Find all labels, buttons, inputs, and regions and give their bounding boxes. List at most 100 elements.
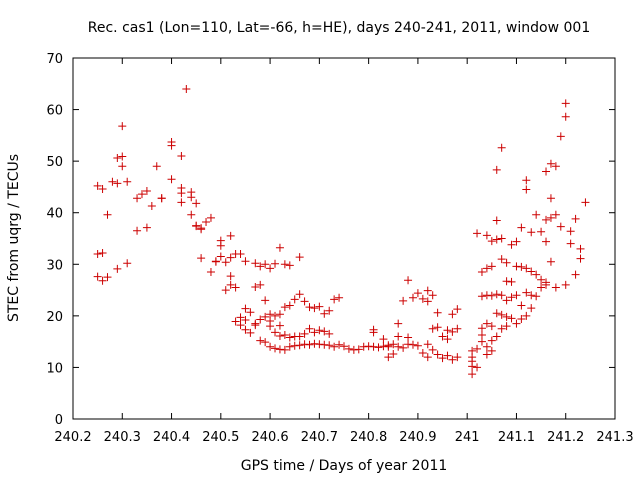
- data-point: [251, 282, 260, 291]
- data-point: [93, 249, 102, 258]
- data-point: [216, 252, 225, 261]
- data-point: [413, 341, 422, 350]
- data-point: [226, 272, 235, 281]
- data-point: [236, 249, 245, 258]
- data-point: [487, 262, 496, 271]
- data-point: [522, 264, 531, 273]
- data-point: [285, 301, 294, 310]
- data-point: [497, 324, 506, 333]
- data-point: [428, 324, 437, 333]
- data-point: [399, 296, 408, 305]
- data-point: [443, 326, 452, 335]
- data-point: [211, 257, 220, 266]
- data-point: [285, 333, 294, 342]
- data-point: [256, 336, 265, 345]
- data-point: [497, 143, 506, 152]
- data-point: [561, 280, 570, 289]
- data-point: [404, 340, 413, 349]
- data-point: [428, 291, 437, 300]
- x-tick-label: 240.9: [399, 430, 436, 445]
- data-point: [133, 194, 142, 203]
- data-point: [487, 346, 496, 355]
- data-point: [428, 345, 437, 354]
- data-point: [320, 340, 329, 349]
- data-point: [315, 340, 324, 349]
- data-point: [177, 189, 186, 198]
- data-point: [266, 342, 275, 351]
- data-point: [487, 336, 496, 345]
- data-point: [271, 344, 280, 353]
- data-point: [295, 341, 304, 350]
- x-tick-label: 241.2: [547, 430, 584, 445]
- data-point: [359, 342, 368, 351]
- data-point: [103, 273, 112, 282]
- data-point: [468, 362, 477, 371]
- data-point: [507, 277, 516, 286]
- data-point: [448, 355, 457, 364]
- data-point: [280, 330, 289, 339]
- data-point: [374, 343, 383, 352]
- data-point: [192, 221, 201, 230]
- data-point: [443, 335, 452, 344]
- data-point: [527, 267, 536, 276]
- data-point: [453, 353, 462, 362]
- data-point: [487, 291, 496, 300]
- data-point: [177, 151, 186, 160]
- data-point: [285, 261, 294, 270]
- data-point: [527, 291, 536, 300]
- data-point: [206, 213, 215, 222]
- data-point: [295, 290, 304, 299]
- x-tick-label: 241: [455, 430, 480, 445]
- data-point: [290, 341, 299, 350]
- data-point: [507, 314, 516, 323]
- data-point: [275, 345, 284, 354]
- data-point: [502, 322, 511, 331]
- data-point: [271, 328, 280, 337]
- data-point: [241, 315, 250, 324]
- data-point: [546, 194, 555, 203]
- data-point: [438, 354, 447, 363]
- y-tick-label: 60: [46, 104, 63, 119]
- data-point: [561, 112, 570, 121]
- data-point: [517, 223, 526, 232]
- data-point: [280, 260, 289, 269]
- data-point: [354, 345, 363, 354]
- data-point: [502, 312, 511, 321]
- data-point: [492, 309, 501, 318]
- data-point: [256, 315, 265, 324]
- data-point: [522, 288, 531, 297]
- data-point: [325, 341, 334, 350]
- data-point: [349, 345, 358, 354]
- data-point: [330, 295, 339, 304]
- data-point: [275, 243, 284, 252]
- data-point: [108, 177, 117, 186]
- x-tick-label: 240.5: [202, 430, 239, 445]
- data-point: [93, 272, 102, 281]
- data-point: [167, 175, 176, 184]
- data-point: [384, 342, 393, 351]
- data-point: [517, 262, 526, 271]
- data-point: [261, 296, 270, 305]
- data-point: [221, 258, 230, 267]
- data-point: [492, 290, 501, 299]
- data-point: [266, 322, 275, 331]
- x-tick-label: 240.3: [104, 430, 141, 445]
- data-point: [364, 342, 373, 351]
- data-point: [492, 332, 501, 341]
- data-point: [226, 253, 235, 262]
- data-point: [546, 213, 555, 222]
- data-point: [192, 199, 201, 208]
- data-point: [502, 277, 511, 286]
- data-point: [566, 239, 575, 248]
- data-point: [275, 310, 284, 319]
- data-point: [551, 283, 560, 292]
- data-point: [389, 350, 398, 359]
- data-point: [251, 321, 260, 330]
- data-point: [187, 188, 196, 197]
- data-point: [394, 332, 403, 341]
- data-point: [182, 84, 191, 93]
- data-point: [433, 350, 442, 359]
- data-point: [423, 286, 432, 295]
- data-point: [261, 260, 270, 269]
